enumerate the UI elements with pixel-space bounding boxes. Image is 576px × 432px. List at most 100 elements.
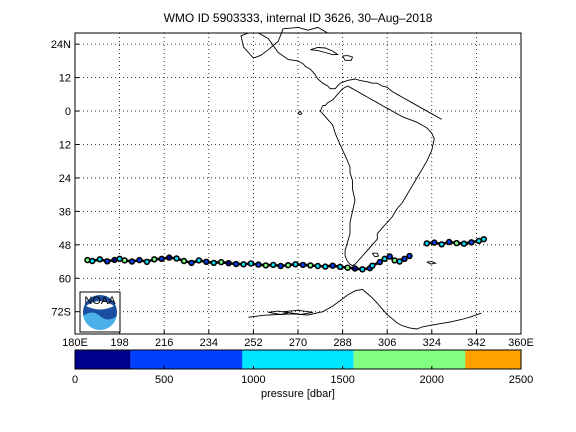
colorbar-band	[465, 350, 521, 369]
lat-tick-label: 24N	[51, 39, 71, 51]
profile-point	[370, 264, 374, 268]
noaa-logo: NOAA	[79, 291, 121, 333]
lon-tick-label: 270	[289, 337, 307, 349]
colorbar-frame	[74, 349, 522, 370]
colorbar-band	[353, 350, 466, 369]
south-georgia	[426, 261, 438, 265]
profile-point	[167, 256, 171, 260]
colorbar-tick-label: 500	[155, 374, 173, 386]
profile-point	[152, 257, 156, 261]
galapagos-islands	[297, 111, 303, 116]
logo-wave	[83, 312, 117, 330]
lat-tick-label: 60	[59, 273, 71, 285]
colorbar-band	[130, 350, 243, 369]
lat-tick-label: 36	[59, 206, 71, 218]
antarctic-peninsula	[248, 288, 482, 330]
profile-point	[316, 264, 320, 268]
logo-bird	[86, 301, 114, 310]
profile-point	[219, 260, 223, 264]
lon-tick-label: 234	[200, 337, 218, 349]
profile-point	[440, 242, 444, 246]
lat-tick-label: 72S	[51, 307, 71, 319]
profile-point	[105, 259, 109, 263]
profile-point	[137, 258, 141, 262]
profile-point	[118, 257, 122, 261]
lon-tick-label: 198	[110, 337, 128, 349]
map-title: WMO ID 5903333, internal ID 3626, 30–Aug…	[164, 11, 433, 25]
lon-tick-label: 324	[423, 337, 441, 349]
profile-point	[388, 254, 392, 259]
profile-point	[360, 267, 364, 271]
profile-point	[189, 261, 194, 265]
profile-point	[279, 264, 283, 268]
profile-point	[331, 264, 335, 268]
profile-point	[113, 258, 117, 262]
profile-point	[212, 261, 216, 265]
logo-text: NOAA	[84, 295, 116, 307]
profile-point	[145, 260, 149, 264]
profile-point	[98, 257, 102, 261]
antarctic-island-mid	[283, 309, 313, 315]
lat-tick-label: 0	[65, 106, 71, 118]
colorbar-tick-label: 2500	[509, 374, 533, 386]
profile-point	[182, 259, 186, 263]
profile-point	[90, 259, 94, 263]
profile-point	[338, 265, 342, 269]
coastlines	[240, 26, 482, 330]
profile-point	[264, 263, 268, 267]
lon-tick-label: 252	[244, 337, 262, 349]
lat-tick-labels: 24N 12 0 12 24 36 48 60 72S	[51, 39, 79, 319]
profile-point	[271, 263, 275, 267]
profile-point	[462, 242, 466, 246]
falkland-islands	[371, 252, 380, 258]
map-panel: 24N 12 0 12 24 36 48 60 72S 180E 198 216 234 252 270 2…	[51, 26, 534, 349]
profile-point	[402, 257, 407, 261]
colorbar-tick-label: 2000	[420, 374, 444, 386]
profile-point	[378, 260, 382, 264]
hispaniola-island	[342, 55, 354, 61]
lon-tick-label: 288	[333, 337, 351, 349]
profile-point	[160, 257, 164, 261]
colorbar-band	[75, 350, 131, 369]
colorbar-ticks: 0 500 1000 1500 2000 2500	[72, 366, 533, 386]
profile-point	[425, 241, 429, 245]
lon-tick-label: 306	[378, 337, 396, 349]
profile-point	[293, 262, 298, 266]
profile-point	[197, 258, 201, 262]
profile-point	[204, 260, 208, 264]
lat-tick-label: 12	[59, 139, 71, 151]
profile-point	[227, 261, 231, 265]
colorbar-tick-label: 0	[72, 374, 78, 386]
profile-point	[398, 259, 402, 264]
lat-tick-label: 12	[59, 73, 71, 85]
profile-point	[175, 256, 179, 261]
colorbar-tick-label: 1000	[241, 374, 265, 386]
profile-point	[308, 263, 312, 267]
lon-tick-label: 342	[467, 337, 485, 349]
profile-point	[455, 241, 459, 245]
colorbar-bands	[75, 350, 521, 369]
lat-tick-label: 24	[59, 173, 71, 185]
colorbar-tick-label: 1500	[330, 374, 354, 386]
profile-point	[249, 261, 253, 266]
profile-point	[301, 263, 305, 267]
profile-point	[477, 239, 481, 243]
profile-point	[123, 258, 127, 262]
profile-point	[346, 266, 350, 270]
lat-tick-label: 48	[59, 240, 71, 252]
cuba-island	[310, 47, 339, 56]
profile-point	[130, 259, 134, 264]
colorbar-label: pressure [dbar]	[261, 388, 335, 400]
map-background	[75, 33, 521, 334]
profile-point	[407, 254, 412, 258]
profile-point	[469, 240, 473, 244]
profile-point	[323, 265, 327, 269]
lon-tick-label: 180E	[62, 337, 88, 349]
trajectory-line	[87, 256, 371, 271]
lon-tick-label: 216	[155, 337, 173, 349]
colorbar-band	[242, 350, 354, 369]
profile-point	[393, 258, 397, 262]
south-america-coast	[319, 85, 435, 267]
profile-point	[432, 241, 436, 245]
